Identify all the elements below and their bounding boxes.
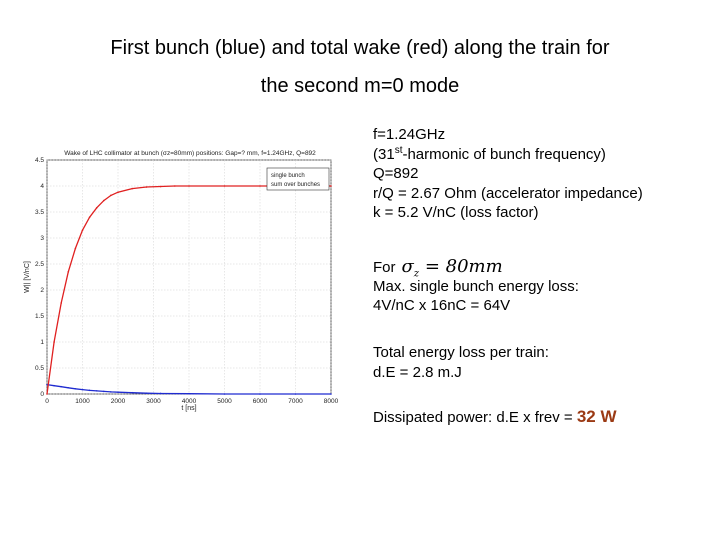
data-point-sum-over-bunches xyxy=(188,185,190,187)
wake-chart: Wake of LHC collimator at bunch (σz=80mm… xyxy=(24,150,339,412)
chart-series xyxy=(46,185,332,395)
x-tick-label: 8000 xyxy=(324,398,339,405)
data-point-single-bunch xyxy=(95,390,98,392)
data-point-single-bunch xyxy=(259,393,261,395)
data-point-sum-over-bunches xyxy=(53,341,55,343)
chart-legend: single bunch sum over bunches xyxy=(266,167,330,191)
data-point-sum-over-bunches xyxy=(46,393,48,395)
data-point-single-bunch xyxy=(53,384,55,387)
power-label: Dissipated power: d.E x frev = xyxy=(373,409,577,426)
data-point-single-bunch xyxy=(131,391,133,394)
data-point-single-bunch xyxy=(330,393,332,395)
data-point-single-bunch xyxy=(110,391,112,393)
data-point-single-bunch xyxy=(188,392,190,395)
x-tick-label: 6000 xyxy=(253,398,268,405)
data-point-sum-over-bunches xyxy=(159,185,162,188)
slide-title-line1: First bunch (blue) and total wake (red) … xyxy=(110,37,610,59)
total-loss-value: d.E = 2.8 m.J xyxy=(373,363,462,381)
data-point-single-bunch xyxy=(88,389,91,392)
q-line: Q=892 xyxy=(373,165,419,182)
data-point-single-bunch xyxy=(46,383,48,386)
data-point-sum-over-bunches xyxy=(81,229,84,231)
data-point-sum-over-bunches xyxy=(145,186,148,188)
y-tick-label: 3 xyxy=(40,235,44,242)
chart-title: Wake of LHC collimator at bunch (σz=80mm… xyxy=(64,150,316,157)
data-point-sum-over-bunches xyxy=(131,187,133,190)
data-point-single-bunch xyxy=(159,392,162,395)
data-point-single-bunch xyxy=(60,385,62,388)
data-point-single-bunch xyxy=(81,388,84,391)
frequency-line: f=1.24GHz xyxy=(373,126,446,143)
y-tick-label: 1.5 xyxy=(35,313,44,320)
rq-line: r/Q = 2.67 Ohm (accelerator impedance) xyxy=(373,184,643,202)
y-tick-label: 1 xyxy=(40,339,44,346)
data-point-sum-over-bunches xyxy=(88,216,91,218)
x-tick-label: 1000 xyxy=(75,398,90,405)
y-tick-label: 2.5 xyxy=(35,261,44,268)
y-tick-label: 4 xyxy=(40,183,44,190)
data-point-sum-over-bunches xyxy=(74,247,77,250)
data-point-single-bunch xyxy=(223,393,226,395)
wake-chart-container: Wake of LHC collimator at bunch (σz=80mm… xyxy=(5,138,350,413)
x-tick-label: 4000 xyxy=(182,398,197,405)
data-point-sum-over-bunches xyxy=(95,207,98,209)
legend-entry-sum: sum over bunches xyxy=(271,182,320,188)
data-point-single-bunch xyxy=(117,391,119,393)
data-point-sum-over-bunches xyxy=(67,271,70,273)
x-tick-label: 0 xyxy=(45,398,49,405)
mode-parameters: f=1.24GHz (31st-harmonic of bunch freque… xyxy=(373,125,643,223)
bunch-energy-loss: For σz = 80mm Max. single bunch energy lo… xyxy=(373,257,579,316)
y-tick-label: 3.5 xyxy=(35,209,44,216)
y-axis-label: W|| [V/nC] xyxy=(24,261,31,293)
x-tick-label: 3000 xyxy=(146,398,161,405)
series-line-sum-over-bunches xyxy=(46,185,331,395)
max-loss-calc: 4V/nC x 16nC = 64V xyxy=(373,297,511,314)
y-tick-label: 0 xyxy=(40,391,44,398)
x-tick-label: 2000 xyxy=(111,398,126,405)
x-tick-label: 5000 xyxy=(217,398,232,405)
total-loss-label: Total energy loss per train: xyxy=(373,344,549,361)
data-point-sum-over-bunches xyxy=(60,302,62,304)
data-point-single-bunch xyxy=(67,386,70,389)
power-value: 32 W xyxy=(576,407,617,426)
data-point-single-bunch xyxy=(145,392,148,395)
train-energy-loss: Total energy loss per train: d.E = 2.8 m… xyxy=(373,343,549,382)
data-point-sum-over-bunches xyxy=(103,199,105,202)
loss-factor-line: k = 5.2 V/nC (loss factor) xyxy=(373,204,539,221)
data-point-single-bunch xyxy=(294,393,297,395)
data-point-sum-over-bunches xyxy=(223,185,226,187)
data-point-single-bunch xyxy=(103,390,105,393)
data-point-sum-over-bunches xyxy=(259,185,261,187)
legend-entry-single-bunch: single bunch xyxy=(271,173,305,179)
slide-title-line2: the second m=0 mode xyxy=(260,75,460,97)
x-tick-label: 7000 xyxy=(288,398,303,405)
chart-ticks: 0 1000 2000 3000 4000 5000 6000 7000 8000 0 0.5 1 1.… xyxy=(35,157,339,405)
max-loss-label: Max. single bunch energy loss: xyxy=(373,277,579,295)
data-point-sum-over-bunches xyxy=(117,191,119,194)
data-point-sum-over-bunches xyxy=(330,185,332,187)
data-point-single-bunch xyxy=(74,388,77,390)
harmonic-line: (31st-harmonic of bunch frequency) xyxy=(373,144,606,163)
sigma-formula: σz = 80mm xyxy=(401,256,503,280)
y-tick-label: 2 xyxy=(40,287,44,294)
data-point-sum-over-bunches xyxy=(174,185,176,187)
for-sigma-line: For σz = 80mm xyxy=(373,256,503,280)
y-tick-label: 0.5 xyxy=(35,365,44,372)
y-tick-label: 4.5 xyxy=(35,157,44,164)
dissipated-power: Dissipated power: d.E x frev = 32 W xyxy=(373,407,617,427)
data-point-sum-over-bunches xyxy=(110,194,112,197)
x-axis-label: t [ns] xyxy=(181,405,196,412)
